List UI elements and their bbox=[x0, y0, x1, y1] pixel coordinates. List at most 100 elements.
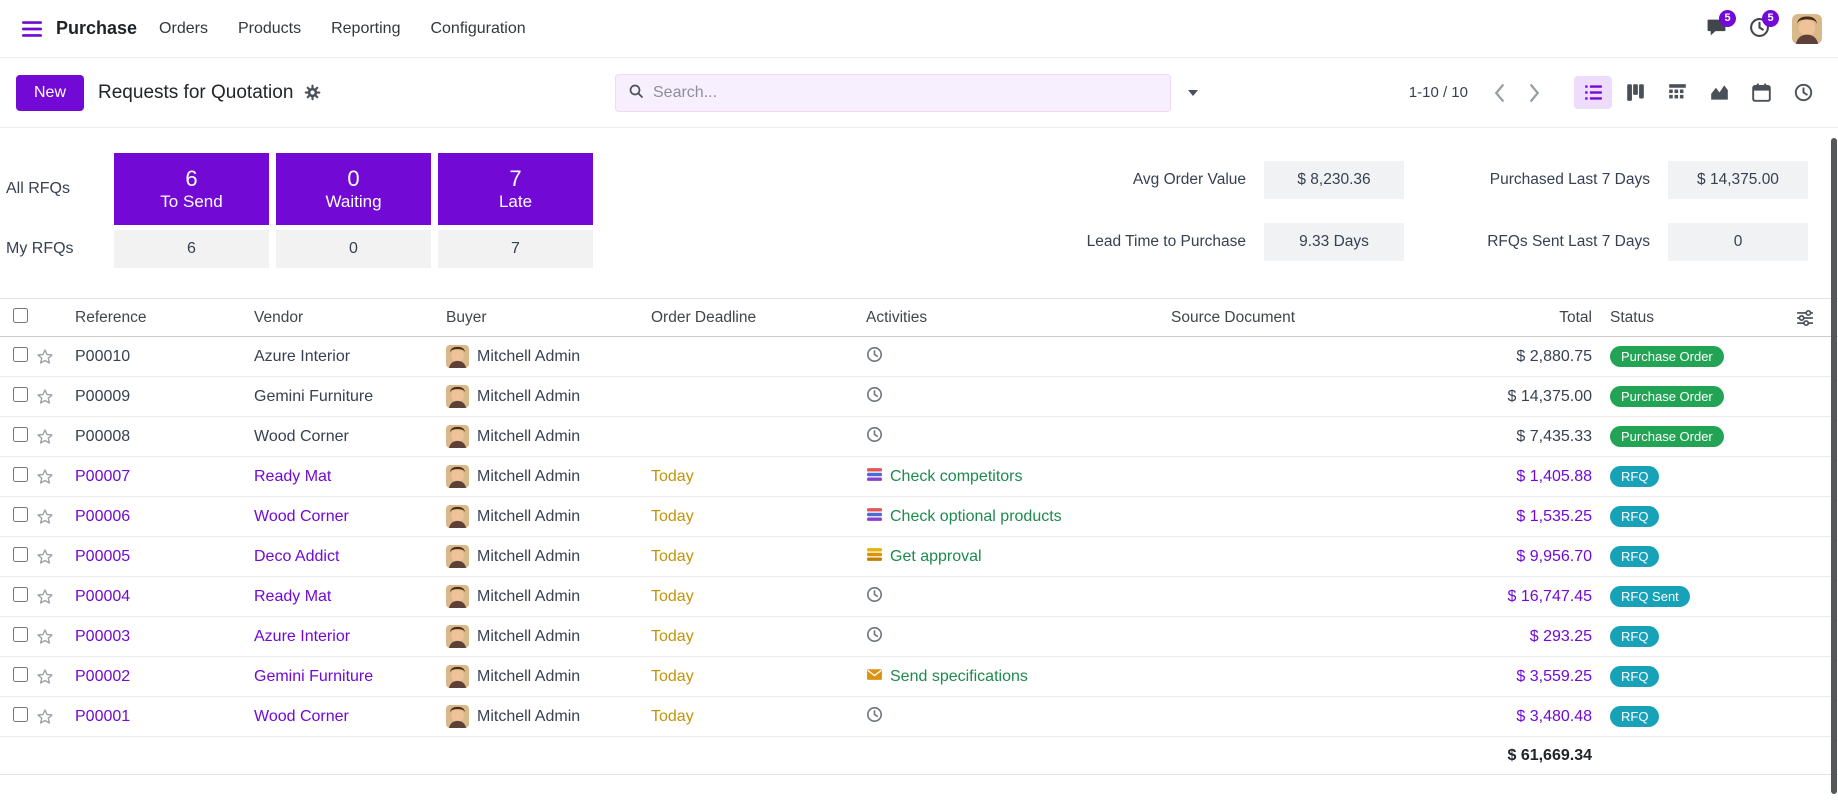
activity-clock-icon[interactable] bbox=[866, 386, 883, 408]
buyer-avatar bbox=[446, 625, 469, 648]
header-status[interactable]: Status bbox=[1610, 308, 1654, 326]
favorite-star-icon[interactable] bbox=[36, 428, 66, 446]
row-checkbox[interactable] bbox=[13, 506, 28, 522]
tile-my-waiting[interactable]: 0 bbox=[276, 230, 431, 268]
search-input[interactable] bbox=[653, 84, 1158, 102]
header-reference[interactable]: Reference bbox=[75, 308, 147, 326]
rfq-reference: P00002 bbox=[75, 667, 131, 685]
messages-button[interactable]: 5 bbox=[1706, 9, 1736, 41]
activity-tasks-icon[interactable] bbox=[866, 466, 883, 488]
activity-clock-icon[interactable] bbox=[866, 426, 883, 448]
buyer-name: Mitchell Admin bbox=[477, 467, 581, 485]
buyer-avatar bbox=[446, 465, 469, 488]
activity-clock-icon[interactable] bbox=[866, 346, 883, 368]
row-checkbox[interactable] bbox=[13, 346, 28, 362]
header-vendor[interactable]: Vendor bbox=[254, 308, 304, 326]
activity-email-icon[interactable] bbox=[866, 666, 883, 688]
tile-my-late[interactable]: 7 bbox=[438, 230, 593, 268]
menu-configuration[interactable]: Configuration bbox=[430, 19, 526, 37]
menu-orders[interactable]: Orders bbox=[159, 19, 208, 37]
activity-summary-link[interactable]: Check optional products bbox=[890, 507, 1062, 525]
row-checkbox[interactable] bbox=[13, 546, 28, 562]
status-badge: RFQ bbox=[1610, 506, 1660, 527]
search-bar[interactable] bbox=[615, 74, 1171, 112]
rfq-reference: P00004 bbox=[75, 587, 131, 605]
header-total[interactable]: Total bbox=[1559, 308, 1592, 326]
activity-summary-link[interactable]: Check competitors bbox=[890, 467, 1023, 485]
tile-late[interactable]: 7 Late bbox=[438, 153, 593, 225]
favorite-star-icon[interactable] bbox=[36, 508, 66, 526]
activity-tasks-icon[interactable] bbox=[866, 506, 883, 528]
header-order-deadline[interactable]: Order Deadline bbox=[651, 308, 757, 326]
pager-prev-button[interactable] bbox=[1486, 80, 1513, 106]
favorite-star-icon[interactable] bbox=[36, 628, 66, 646]
rfq-reference: P00001 bbox=[75, 707, 131, 725]
kanban-view-button[interactable] bbox=[1616, 76, 1654, 109]
rfq-vendor: Wood Corner bbox=[254, 427, 349, 445]
rfq-vendor: Ready Mat bbox=[254, 587, 332, 605]
favorite-star-icon[interactable] bbox=[36, 348, 66, 366]
calendar-view-button[interactable] bbox=[1742, 76, 1780, 109]
favorite-star-icon[interactable] bbox=[36, 548, 66, 566]
activity-clock-icon[interactable] bbox=[866, 626, 883, 648]
tile-waiting[interactable]: 0 Waiting bbox=[276, 153, 431, 225]
table-row[interactable]: P00008 Wood Corner Mitchell Admin $ 7,43… bbox=[0, 417, 1838, 457]
table-row[interactable]: P00002 Gemini Furniture Mitchell Admin T… bbox=[0, 657, 1838, 697]
apps-menu-icon[interactable] bbox=[16, 15, 48, 43]
table-row[interactable]: P00007 Ready Mat Mitchell Admin Today Ch… bbox=[0, 457, 1838, 497]
rfq-order-deadline: Today bbox=[651, 587, 694, 605]
activity-summary-link[interactable]: Get approval bbox=[890, 547, 982, 565]
list-view-button[interactable] bbox=[1574, 76, 1612, 109]
favorite-star-icon[interactable] bbox=[36, 708, 66, 726]
optional-columns-sliders-icon[interactable] bbox=[1794, 307, 1816, 329]
user-avatar[interactable] bbox=[1792, 13, 1822, 44]
waiting-label: Waiting bbox=[325, 192, 382, 212]
table-row[interactable]: P00010 Azure Interior Mitchell Admin $ 2… bbox=[0, 337, 1838, 377]
favorite-star-icon[interactable] bbox=[36, 668, 66, 686]
row-checkbox[interactable] bbox=[13, 706, 28, 722]
pager-next-button[interactable] bbox=[1521, 80, 1548, 106]
activity-approval-icon[interactable] bbox=[866, 546, 883, 568]
menu-products[interactable]: Products bbox=[237, 19, 302, 37]
table-row[interactable]: P00003 Azure Interior Mitchell Admin Tod… bbox=[0, 617, 1838, 657]
row-checkbox[interactable] bbox=[13, 586, 28, 602]
row-checkbox[interactable] bbox=[13, 466, 28, 482]
favorite-star-icon[interactable] bbox=[36, 588, 66, 606]
graph-view-button[interactable] bbox=[1700, 76, 1738, 109]
activity-view-button[interactable] bbox=[1784, 76, 1822, 109]
search-options-caret-icon[interactable] bbox=[1183, 85, 1203, 101]
row-checkbox[interactable] bbox=[13, 386, 28, 402]
row-checkbox[interactable] bbox=[13, 626, 28, 642]
table-row[interactable]: P00005 Deco Addict Mitchell Admin Today … bbox=[0, 537, 1838, 577]
select-all-checkbox[interactable] bbox=[13, 307, 28, 323]
table-row[interactable]: P00006 Wood Corner Mitchell Admin Today … bbox=[0, 497, 1838, 537]
tile-my-to-send[interactable]: 6 bbox=[114, 230, 269, 268]
row-checkbox[interactable] bbox=[13, 666, 28, 682]
menu-reporting[interactable]: Reporting bbox=[331, 19, 401, 37]
activities-button[interactable]: 5 bbox=[1749, 9, 1779, 41]
header-source-document[interactable]: Source Document bbox=[1171, 308, 1296, 326]
header-activities[interactable]: Activities bbox=[866, 308, 928, 326]
header-buyer[interactable]: Buyer bbox=[446, 308, 487, 326]
table-row[interactable]: P00001 Wood Corner Mitchell Admin Today … bbox=[0, 697, 1838, 737]
buyer-name: Mitchell Admin bbox=[477, 347, 581, 365]
new-button[interactable]: New bbox=[16, 74, 85, 111]
view-settings-gear-icon[interactable] bbox=[302, 82, 323, 103]
table-row[interactable]: P00004 Ready Mat Mitchell Admin Today $ … bbox=[0, 577, 1838, 617]
status-badge: Purchase Order bbox=[1610, 426, 1724, 447]
activity-clock-icon[interactable] bbox=[866, 706, 883, 728]
favorite-star-icon[interactable] bbox=[36, 388, 66, 406]
vertical-scrollbar[interactable] bbox=[1831, 138, 1837, 794]
rfq-reference: P00007 bbox=[75, 467, 131, 485]
waiting-count: 0 bbox=[347, 165, 360, 191]
rfq-buyer: Mitchell Admin bbox=[438, 665, 643, 688]
table-row[interactable]: P00009 Gemini Furniture Mitchell Admin $… bbox=[0, 377, 1838, 417]
row-checkbox[interactable] bbox=[13, 426, 28, 442]
tile-to-send[interactable]: 6 To Send bbox=[114, 153, 269, 225]
activity-clock-icon[interactable] bbox=[866, 586, 883, 608]
buyer-avatar bbox=[446, 505, 469, 528]
favorite-star-icon[interactable] bbox=[36, 468, 66, 486]
activity-summary-link[interactable]: Send specifications bbox=[890, 667, 1028, 685]
pivot-view-button[interactable] bbox=[1658, 76, 1696, 109]
rfq-status: RFQ Sent bbox=[1598, 586, 1768, 607]
